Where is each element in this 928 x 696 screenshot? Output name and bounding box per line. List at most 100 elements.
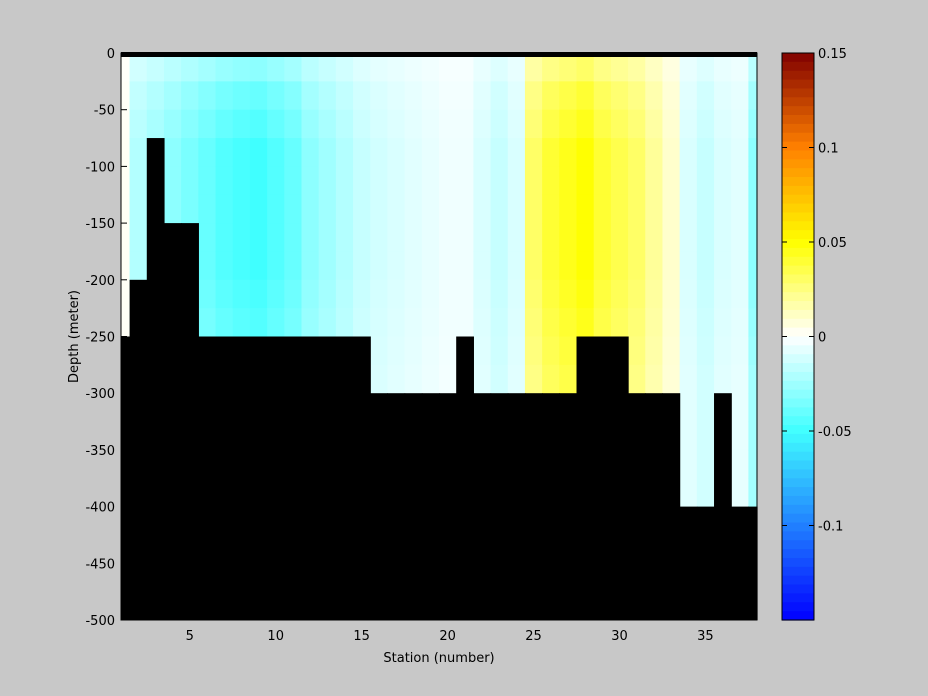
heatmap-cell xyxy=(353,194,371,224)
heatmap-cell xyxy=(748,194,758,224)
heatmap-cell xyxy=(576,223,595,253)
heatmap-cell xyxy=(267,308,285,338)
heatmap-cell xyxy=(696,81,715,111)
heatmap-cell xyxy=(129,251,148,281)
heatmap-cell xyxy=(335,308,354,338)
heatmap-cell xyxy=(731,138,750,167)
heatmap-cell xyxy=(731,81,750,111)
heatmap-cell xyxy=(456,223,474,253)
heatmap-cell xyxy=(404,109,423,139)
colorbar-swatch xyxy=(782,504,814,515)
heatmap-cell xyxy=(748,138,758,167)
heatmap-cell xyxy=(421,81,440,111)
heatmap-cell xyxy=(748,478,758,508)
heatmap-cell xyxy=(387,279,406,309)
heatmap-cell xyxy=(198,53,217,82)
heatmap-cell xyxy=(748,251,758,281)
heatmap-cell xyxy=(181,109,199,139)
heatmap-cell xyxy=(696,109,715,139)
land-column xyxy=(628,393,646,620)
colorbar-swatch xyxy=(782,398,814,408)
heatmap-cell xyxy=(198,194,217,224)
heatmap-cell xyxy=(679,393,698,423)
heatmap-cell xyxy=(353,109,371,139)
heatmap-cell xyxy=(301,109,320,139)
heatmap-cell xyxy=(121,53,131,82)
colorbar-swatch xyxy=(782,487,814,497)
heatmap-cell xyxy=(576,81,595,111)
heatmap-cell xyxy=(714,109,732,139)
land-column xyxy=(301,336,320,620)
heatmap-cell xyxy=(121,308,131,338)
heatmap-cell xyxy=(628,109,646,139)
heatmap-cell xyxy=(507,194,526,224)
colorbar-swatch xyxy=(782,345,814,355)
heatmap-cell xyxy=(421,194,440,224)
heatmap-cell xyxy=(267,279,285,309)
heatmap-cell xyxy=(439,194,457,224)
heatmap-cell xyxy=(593,138,612,167)
heatmap-cell xyxy=(696,308,715,338)
land-column xyxy=(421,393,440,620)
heatmap-cell xyxy=(679,449,698,479)
heatmap-cell xyxy=(284,251,303,281)
heatmap-cell xyxy=(748,393,758,423)
colorbar-swatch xyxy=(782,522,814,533)
heatmap-cell xyxy=(645,251,664,281)
heatmap-cell xyxy=(662,166,681,196)
heatmap-cell xyxy=(714,81,732,111)
heatmap-cell xyxy=(284,138,303,167)
heatmap-cell xyxy=(353,279,371,309)
colorbar-swatch xyxy=(782,230,814,240)
colorbar-swatch xyxy=(782,451,814,462)
land-column xyxy=(439,393,457,620)
x-tick-label: 15 xyxy=(353,629,370,644)
heatmap-cell xyxy=(731,478,750,508)
heatmap-cell xyxy=(404,251,423,281)
heatmap-cell xyxy=(748,109,758,139)
y-tick-label: -150 xyxy=(85,217,115,232)
heatmap-cell xyxy=(284,308,303,338)
heatmap-cell xyxy=(284,81,303,111)
heatmap-cell xyxy=(267,194,285,224)
heatmap-cell xyxy=(559,336,578,366)
heatmap-cell xyxy=(267,251,285,281)
colorbar-swatch xyxy=(782,141,814,152)
heatmap-cell xyxy=(370,138,389,167)
heatmap-cell xyxy=(439,166,457,196)
heatmap-cell xyxy=(748,166,758,196)
heatmap-cell xyxy=(318,194,337,224)
heatmap-cell xyxy=(301,308,320,338)
heatmap-cell xyxy=(370,251,389,281)
heatmap-cell xyxy=(370,279,389,309)
heatmap-cell xyxy=(628,53,646,82)
heatmap-cell xyxy=(696,279,715,309)
heatmap-cell xyxy=(387,336,406,366)
heatmap-cell xyxy=(146,81,165,111)
heatmap-cell xyxy=(645,336,664,366)
heatmap-cell xyxy=(232,166,251,196)
heatmap-cell xyxy=(181,166,199,196)
heatmap-cell xyxy=(404,194,423,224)
heatmap-cell xyxy=(696,138,715,167)
heatmap-cell xyxy=(335,166,354,196)
heatmap-cell xyxy=(507,308,526,338)
colorbar-swatch xyxy=(782,194,814,205)
heatmap-cell xyxy=(284,53,303,82)
heatmap-cell xyxy=(662,308,681,338)
colorbar-swatch xyxy=(782,469,814,479)
heatmap-cell xyxy=(335,223,354,253)
heatmap-cell xyxy=(318,166,337,196)
heatmap-cell xyxy=(215,223,234,253)
heatmap-cell xyxy=(645,109,664,139)
colorbar-tick-label: -0.1 xyxy=(818,520,843,535)
colorbar-swatch xyxy=(782,425,814,435)
heatmap-cell xyxy=(284,194,303,224)
land-column xyxy=(456,336,474,620)
heatmap-cell xyxy=(181,81,199,111)
colorbar-swatch xyxy=(782,460,814,470)
land-column xyxy=(215,336,234,620)
heatmap-cell xyxy=(249,81,268,111)
heatmap-cell xyxy=(215,166,234,196)
heatmap-cell xyxy=(163,138,182,167)
